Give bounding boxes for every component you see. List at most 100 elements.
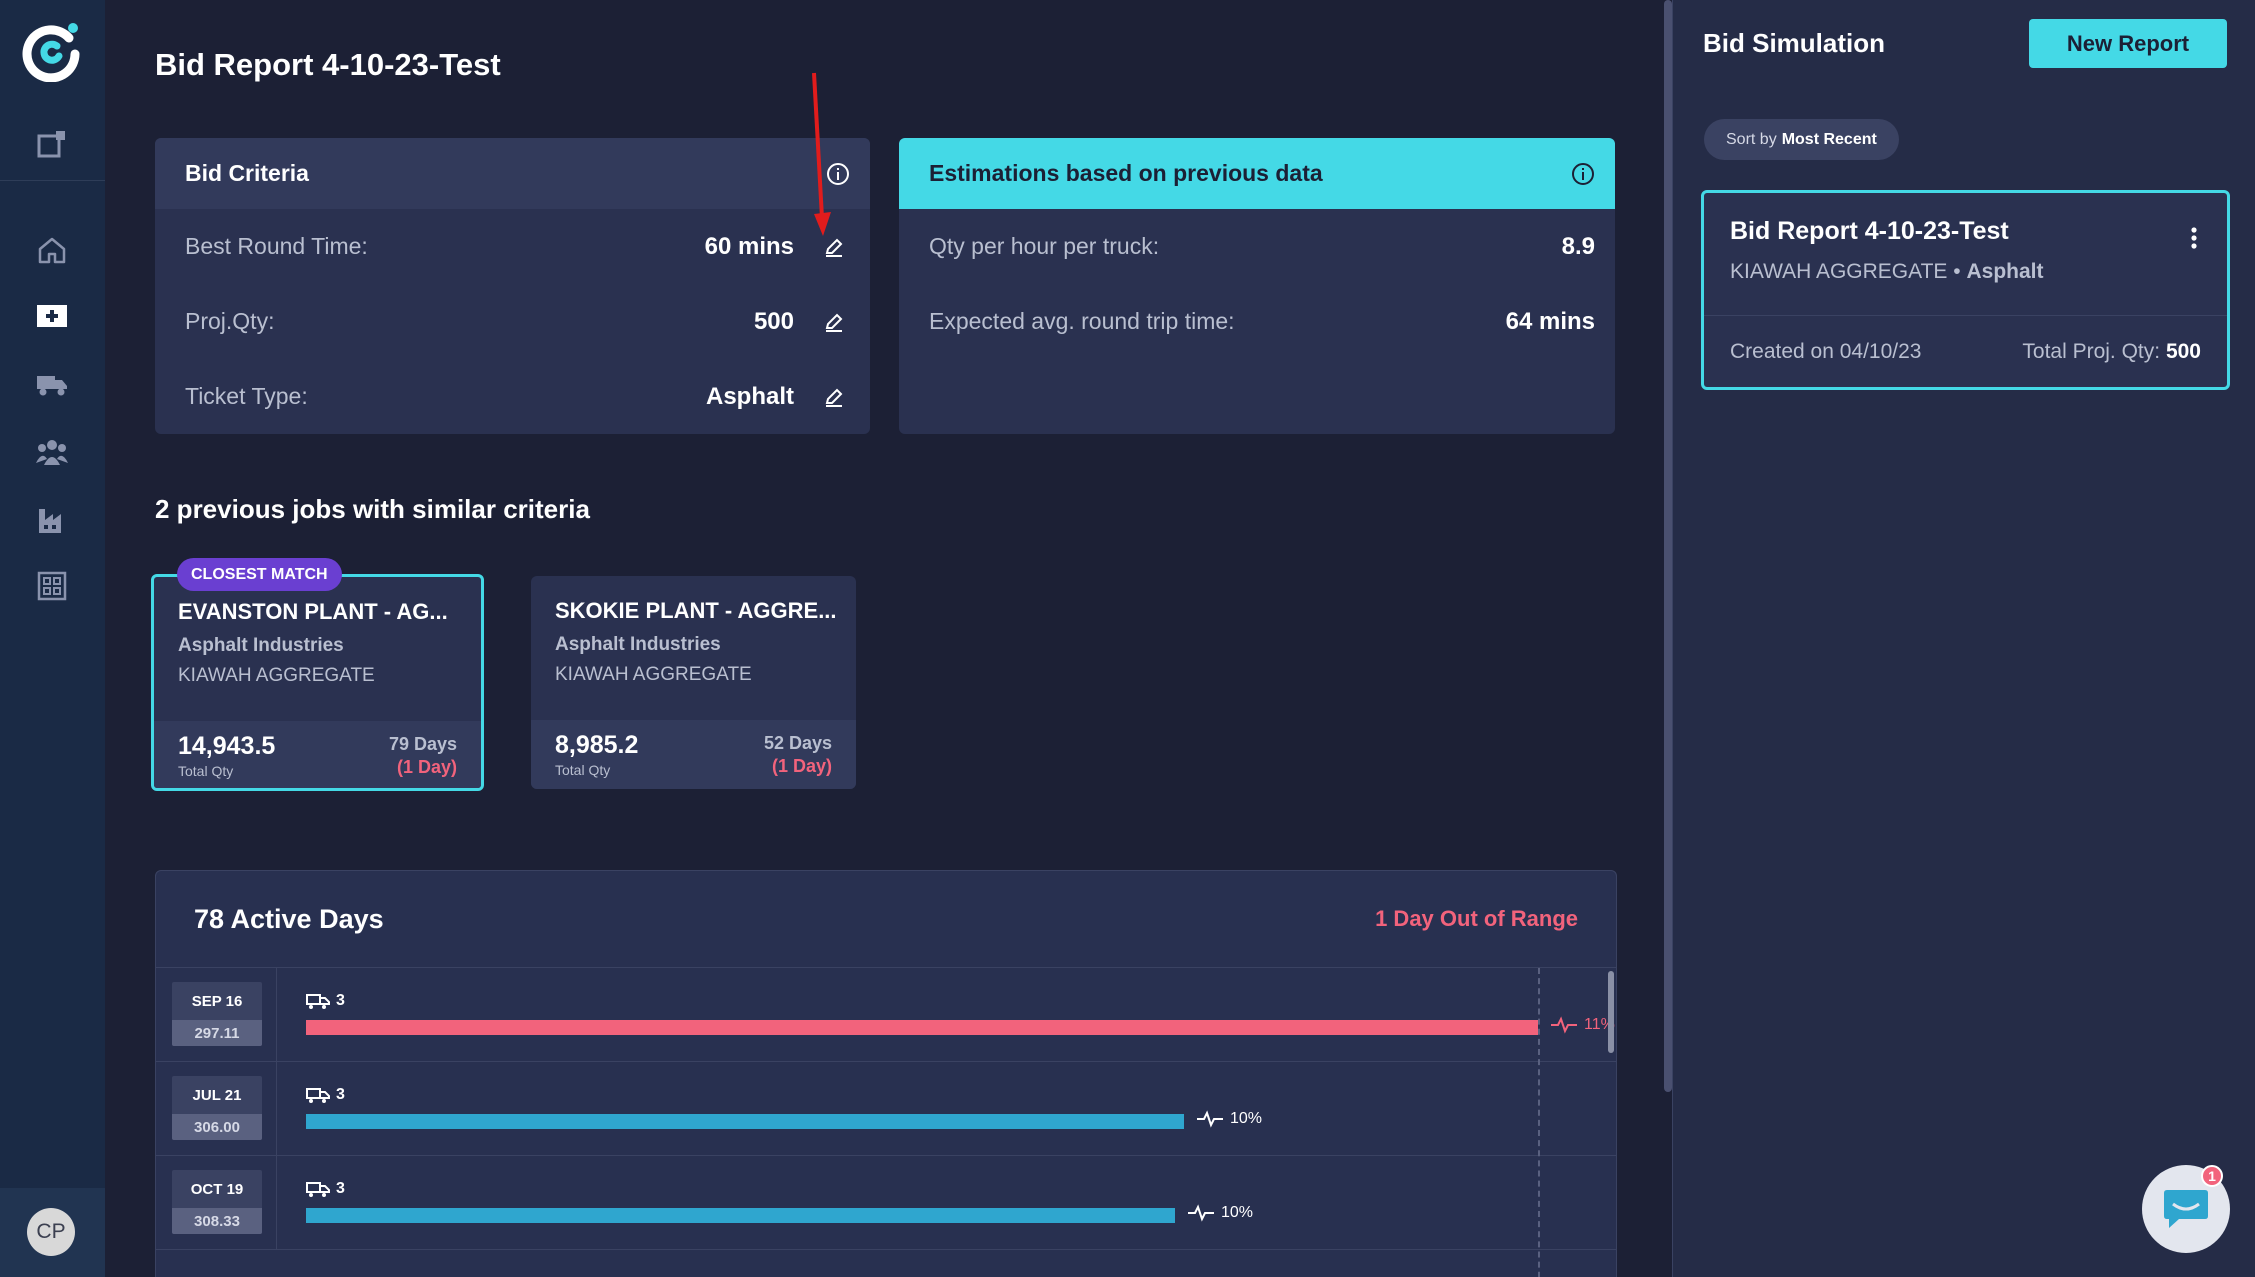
day-qty: 308.33 — [172, 1208, 262, 1234]
pulse-icon — [1197, 1110, 1223, 1128]
estimation-value: 64 mins — [1505, 307, 1595, 335]
job-company: Asphalt Industries — [178, 635, 344, 656]
bid-criteria-card: Bid Criteria Best Round Time: 60 mins Pr… — [155, 138, 870, 434]
report-ticket: Asphalt — [1966, 260, 2044, 283]
estimation-label: Expected avg. round trip time: — [929, 308, 1235, 334]
day-row[interactable]: SEP 16 297.11 3 11% — [156, 968, 1616, 1062]
pulse-icon — [1188, 1204, 1214, 1222]
info-icon[interactable] — [826, 162, 850, 186]
closest-match-badge: CLOSEST MATCH — [177, 558, 342, 591]
day-row[interactable]: OCT 19 308.33 3 10% — [156, 1156, 1616, 1250]
active-days-list: SEP 16 297.11 3 11% JUL 21 306.00 3 10% OCT 19 30… — [156, 968, 1616, 1250]
job-card[interactable]: SKOKIE PLANT - AGGRE... Asphalt Industri… — [531, 576, 856, 789]
active-days-header: 78 Active Days 1 Day Out of Range — [156, 871, 1616, 968]
edit-icon[interactable] — [824, 237, 844, 257]
job-days: 52 Days — [763, 732, 832, 753]
job-total-qty: 8,985.2 — [555, 730, 639, 759]
criteria-row-round-time: Best Round Time: 60 mins — [155, 209, 870, 284]
avatar-area: CP — [0, 1188, 105, 1277]
page-title: Bid Report 4-10-23-Test — [155, 47, 501, 82]
estimation-label: Qty per hour per truck: — [929, 233, 1160, 259]
day-variance: 11% — [1550, 1016, 1615, 1034]
day-variance-value: 10% — [1230, 1110, 1263, 1127]
main-scrollbar[interactable] — [1664, 0, 1672, 1092]
day-date: SEP 16 — [191, 992, 243, 1010]
criteria-row-ticket-type: Ticket Type: Asphalt — [155, 359, 870, 434]
criteria-label: Best Round Time: — [185, 233, 368, 259]
report-card-footer: Created on 04/10/23 Total Proj. Qty: 500 — [1704, 316, 2227, 387]
bid-criteria-header: Bid Criteria — [155, 138, 870, 209]
active-days-title: 78 Active Days — [194, 903, 384, 934]
job-days: 79 Days — [388, 733, 457, 754]
truck-icon[interactable] — [34, 366, 70, 402]
job-stats: 14,943.5 Total Qty 79 Days (1 Day) — [154, 721, 481, 788]
report-subtitle: KIAWAH AGGREGATE • Asphalt — [1730, 260, 2201, 284]
job-info: SKOKIE PLANT - AGGRE... Asphalt Industri… — [531, 576, 856, 720]
criteria-label: Proj.Qty: — [185, 308, 275, 334]
bid-icon[interactable] — [34, 298, 70, 334]
estimations-card: Estimations based on previous data Qty p… — [899, 138, 1615, 434]
active-days-card: 78 Active Days 1 Day Out of Range SEP 16… — [155, 870, 1617, 1277]
similar-jobs-title: 2 previous jobs with similar criteria — [155, 494, 590, 524]
report-proj-value: 500 — [2165, 339, 2201, 363]
day-variance-value: 10% — [1221, 1204, 1254, 1221]
day-qty: 306.00 — [172, 1114, 262, 1140]
job-card-closest[interactable]: EVANSTON PLANT - AG... Asphalt Industrie… — [151, 574, 484, 791]
day-progress-bar — [306, 1020, 1538, 1035]
new-report-icon[interactable] — [34, 126, 70, 162]
day-variance: 10% — [1187, 1204, 1253, 1222]
day-variance-value: 11% — [1584, 1016, 1615, 1033]
grid-icon[interactable] — [34, 568, 70, 604]
list-scrollbar[interactable] — [1608, 971, 1614, 1053]
job-company: Asphalt Industries — [555, 634, 721, 655]
edit-icon[interactable] — [824, 312, 844, 332]
team-icon[interactable] — [34, 434, 70, 470]
truck-icon — [306, 1088, 330, 1103]
estimation-row-qty-per-hour: Qty per hour per truck: 8.9 — [899, 209, 1615, 284]
rail-divider — [0, 180, 105, 181]
row-separator — [276, 1062, 277, 1156]
job-out-of-range: (1 Day) — [771, 756, 832, 776]
day-row[interactable]: JUL 21 306.00 3 10% — [156, 1062, 1616, 1156]
chat-notification-badge: 1 — [2201, 1165, 2223, 1187]
report-separator: • — [1953, 260, 1961, 283]
new-report-button[interactable]: New Report — [2029, 19, 2227, 68]
main-content: Bid Report 4-10-23-Test Bid Criteria Bes… — [105, 0, 1669, 1277]
report-card[interactable]: Bid Report 4-10-23-Test KIAWAH AGGREGATE… — [1701, 190, 2230, 390]
estimations-header: Estimations based on previous data — [899, 138, 1615, 209]
edit-icon[interactable] — [824, 387, 844, 407]
job-total-qty: 14,943.5 — [178, 731, 276, 760]
out-of-range-label[interactable]: 1 Day Out of Range — [1375, 906, 1578, 931]
avatar[interactable]: CP — [27, 1208, 75, 1256]
job-total-qty-label: Total Qty — [555, 761, 611, 778]
criteria-label: Ticket Type: — [185, 383, 308, 409]
date-box: JUL 21 306.00 — [172, 1076, 262, 1140]
truck-count: 3 — [306, 1180, 345, 1198]
more-options-icon[interactable] — [2191, 227, 2197, 249]
day-date: OCT 19 — [190, 1180, 244, 1198]
day-progress-bar — [306, 1208, 1175, 1223]
sort-dropdown[interactable]: Sort by Most Recent — [1704, 119, 1899, 160]
report-aggregate: KIAWAH AGGREGATE — [1730, 260, 1948, 283]
job-name: SKOKIE PLANT - AGGRE... — [555, 598, 837, 623]
app-logo[interactable] — [19, 18, 83, 82]
day-date: JUL 21 — [192, 1086, 242, 1104]
report-created: Created on 04/10/23 — [1730, 339, 1922, 363]
report-card-header: Bid Report 4-10-23-Test KIAWAH AGGREGATE… — [1704, 193, 2227, 316]
job-stats: 8,985.2 Total Qty 52 Days (1 Day) — [531, 720, 856, 789]
day-qty: 297.11 — [172, 1020, 262, 1046]
criteria-value: 60 mins — [704, 232, 794, 260]
home-icon[interactable] — [34, 232, 70, 268]
job-out-of-range: (1 Day) — [396, 757, 457, 777]
day-progress-bar — [306, 1114, 1184, 1129]
right-panel: Bid Simulation New Report Sort by Most R… — [1672, 0, 2255, 1277]
info-icon[interactable] — [1571, 162, 1595, 186]
truck-count-value: 3 — [336, 1180, 345, 1197]
date-box: SEP 16 297.11 — [172, 982, 262, 1046]
date-box: OCT 19 308.33 — [172, 1170, 262, 1234]
estimation-row-round-trip: Expected avg. round trip time: 64 mins — [899, 284, 1615, 359]
truck-count-value: 3 — [336, 1086, 345, 1103]
factory-icon[interactable] — [34, 502, 70, 538]
truck-count: 3 — [306, 1086, 345, 1104]
report-title: Bid Report 4-10-23-Test — [1730, 217, 2009, 245]
